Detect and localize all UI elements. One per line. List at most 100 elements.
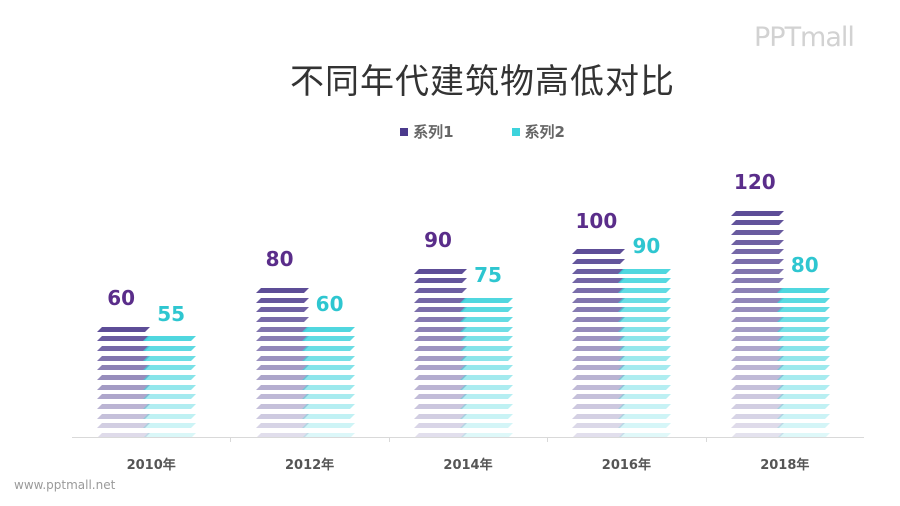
data-label-series1: 90 [424,228,452,252]
x-axis-label: 2016年 [601,458,651,473]
x-axis-label: 2012年 [285,458,335,473]
bar-series2 [301,322,355,438]
footer-url: www.pptmall.net [14,478,116,492]
bar-slab [730,220,784,226]
bar-series2 [143,332,197,438]
bar-slab [618,346,672,351]
data-label-series1: 100 [575,208,618,233]
bar-slab [301,355,355,361]
bar-slab [618,404,672,409]
bar-slab [460,326,513,332]
bar-slab [460,384,513,390]
bar-slab [460,413,513,419]
bar-slab [776,423,830,429]
legend-item-series2: 系列2 [511,121,565,142]
bar-slab [143,413,197,419]
data-label-series1: 120 [733,170,776,194]
bar-slab [301,384,355,390]
bar-slab [301,423,355,429]
bar-slab [301,413,355,419]
x-axis-tick [230,437,232,442]
bar-slab [143,394,197,400]
bar-slab [776,336,830,342]
data-label-series1: 60 [107,286,136,310]
bar-slab [776,288,830,293]
bar-slab [143,346,197,351]
bar-slab [460,307,513,313]
bar-series1 [572,245,626,438]
data-label-series1: 80 [265,247,294,272]
bar-slab [776,317,830,322]
bar-slab [301,394,355,400]
bar-series1 [255,283,309,438]
bar-slab [301,375,355,380]
legend-swatch-series2 [511,127,520,136]
bar-slab [143,404,197,409]
x-axis-label: 2014年 [443,458,493,473]
bar-slab [776,394,830,400]
legend-item-series1: 系列1 [400,121,454,142]
bar-slab [460,346,513,351]
legend-label-series2: 系列2 [524,123,565,141]
bar-slab [301,326,355,332]
bar-slab [301,336,355,342]
bar-slab [618,394,672,400]
bar-slab [460,365,513,371]
bar-slab [460,317,513,322]
bar-slab [618,268,672,274]
pptmall-logo: PPTmall [754,22,855,53]
legend: 系列1 系列2 [0,121,900,142]
bar-slab [776,297,830,303]
bar-slab [143,423,197,429]
data-label-series2: 60 [315,292,344,316]
x-axis-tick [547,437,549,442]
bar-slab [776,307,830,313]
plot-area: 60 55 80 60 90 75 100 90 120 80 [72,160,864,438]
bar-slab [618,365,672,371]
x-axis-tick [388,437,390,442]
bar-slab [618,384,672,390]
data-label-series2: 80 [790,253,819,278]
legend-swatch-series1 [400,127,409,136]
bar-slab [618,278,672,284]
chart-title: 不同年代建筑物高低对比 [290,62,675,102]
bar-slab [730,230,784,235]
bar-slab [730,210,784,216]
bar-slab [143,336,197,342]
bar-slab [460,394,513,400]
bar-slab [143,365,197,371]
data-label-series2: 55 [157,301,186,326]
bar-slab [460,355,513,361]
data-label-series2: 75 [474,263,502,287]
bar-slab [776,413,830,419]
bar-series1 [414,264,467,438]
bar-slab [618,413,672,419]
bar-slab [618,375,672,380]
bar-slab [618,326,672,332]
bar-series2 [460,293,513,438]
bar-series2 [776,283,830,438]
bar-slab [301,346,355,351]
bar-slab [776,326,830,332]
bar-slab [618,288,672,293]
bar-slab [460,375,513,380]
bar-slab [618,423,672,429]
bar-slab [143,355,197,361]
bar-slab [460,336,513,342]
bar-slab [776,404,830,409]
bar-series2 [618,264,672,438]
bar-slab [301,404,355,409]
bar-slab [618,317,672,322]
bar-slab [618,307,672,313]
bar-series1 [97,322,151,438]
bar-slab [460,297,513,303]
bar-slab [460,404,513,409]
x-axis-label: 2018年 [760,458,810,473]
bar-series1 [730,206,784,438]
bar-slab [776,346,830,351]
bar-slab [730,239,784,245]
data-label-series2: 90 [632,234,661,258]
bar-slab [143,384,197,390]
x-axis-line [72,437,864,438]
bar-slab [618,297,672,303]
